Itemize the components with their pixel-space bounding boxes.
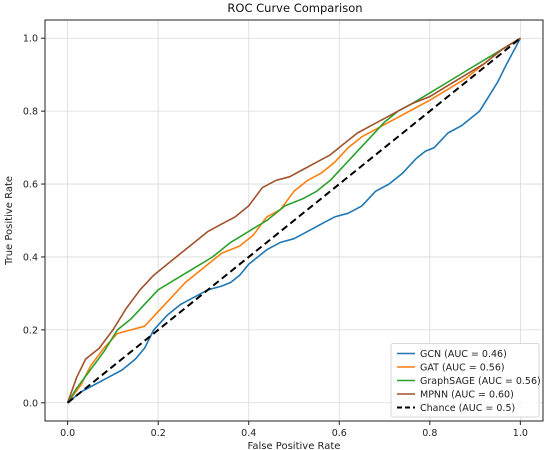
series-line-2 — [66, 37, 521, 404]
x-tick-label: 0.2 — [151, 428, 166, 439]
series-line-0 — [67, 37, 522, 404]
legend-entry: GAT (AUC = 0.56) — [420, 363, 505, 374]
chart-title: ROC Curve Comparison — [227, 1, 362, 15]
x-tick-label: 0.0 — [60, 428, 75, 439]
y-tick-label: 0.4 — [23, 252, 38, 263]
x-tick-label: 1.0 — [513, 428, 528, 439]
plot-frame — [44, 19, 544, 422]
legend-entry: GraphSAGE (AUC = 0.56) — [420, 376, 541, 387]
legend: GCN (AUC = 0.46) GAT (AUC = 0.56) GraphSAG… — [390, 343, 541, 418]
y-tick-label: 0.8 — [23, 107, 38, 118]
axis-ticks: 0.0 0.2 0.4 0.6 0.8 1.0 0.0 0.2 0.4 0.6 0.8 1.0 — [23, 34, 528, 439]
grid-lines — [45, 20, 543, 421]
x-tick-label: 0.4 — [241, 428, 256, 439]
y-tick-label: 0.2 — [23, 325, 38, 336]
series-lines — [66, 37, 522, 404]
legend-entry: GCN (AUC = 0.46) — [420, 349, 507, 360]
x-tick-label: 0.6 — [332, 428, 347, 439]
y-tick-label: 0.6 — [23, 180, 38, 191]
legend-entry: MPNN (AUC = 0.60) — [420, 390, 514, 401]
y-tick-label: 1.0 — [23, 34, 38, 45]
y-tick-label: 0.0 — [23, 398, 38, 409]
legend-entry: Chance (AUC = 0.5) — [420, 403, 515, 414]
y-axis-label: True Positive Rate — [4, 176, 15, 266]
series-line-3 — [66, 37, 521, 404]
series-line-1 — [66, 37, 521, 404]
x-tick-label: 0.8 — [422, 428, 437, 439]
x-axis-label: False Positive Rate — [248, 441, 341, 450]
series-line-4 — [66, 37, 522, 404]
legend-box — [390, 343, 540, 418]
